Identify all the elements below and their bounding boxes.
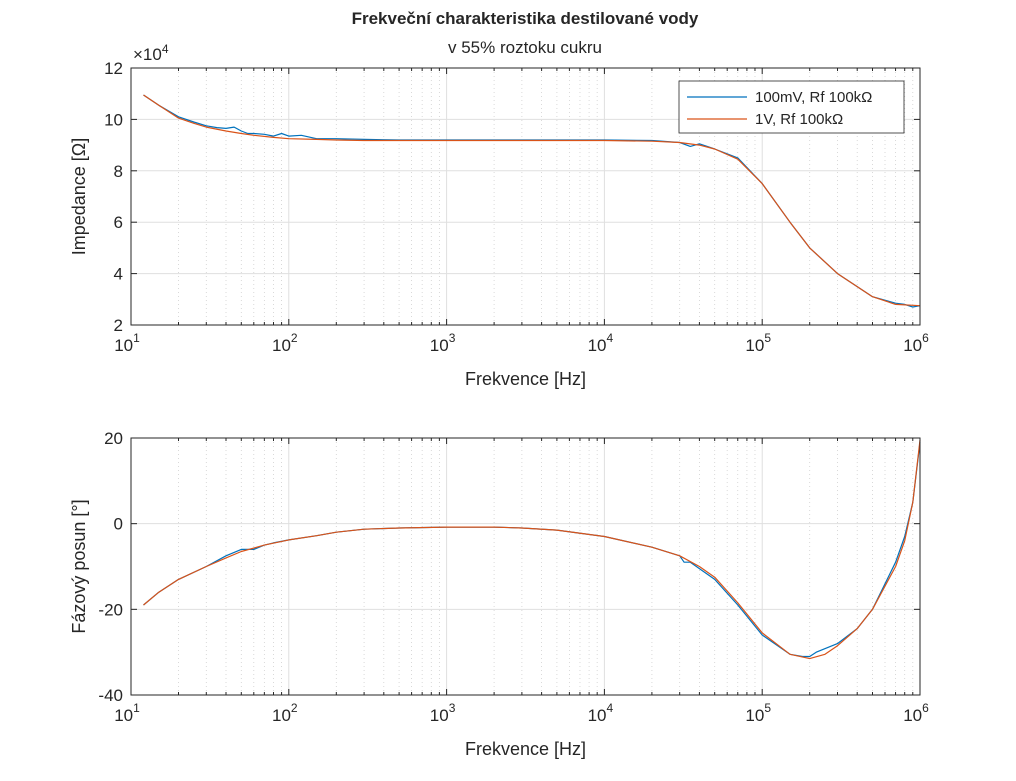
y-tick-label: 10: [104, 110, 123, 129]
y-exponent-label: ×104: [133, 42, 169, 64]
y-tick-label: 20: [104, 429, 123, 448]
x-tick-label: 103: [430, 331, 456, 355]
legend-label-2: 1V, Rf 100kΩ: [755, 111, 843, 128]
x-tick-label: 101: [114, 701, 140, 725]
x-tick-base: 10: [588, 336, 607, 355]
x-tick-exponent: 2: [291, 701, 298, 715]
x-tick-exponent: 3: [449, 331, 456, 345]
x-tick-label: 105: [745, 331, 771, 355]
x-tick-exponent: 4: [607, 701, 614, 715]
x-ticks: 101 102 103 104 105 106: [114, 438, 929, 725]
x-tick-base: 10: [903, 706, 922, 725]
x-tick-exponent: 5: [764, 701, 771, 715]
x-tick-exponent: 6: [922, 701, 929, 715]
figure-subtitle: v 55% roztoku cukru: [448, 38, 602, 57]
figure-title: Frekveční charakteristika destilované vo…: [352, 9, 699, 28]
x-tick-exponent: 5: [764, 331, 771, 345]
y-tick-label: 0: [114, 515, 123, 534]
legend-box: [678, 80, 905, 134]
axes-box: [130, 67, 921, 326]
y-exponent-base: ×10: [133, 45, 162, 64]
series-line-2: [143, 94, 921, 307]
x-axis-label: Frekvence [Hz]: [465, 739, 586, 759]
minor-grid: [178, 438, 914, 695]
x-tick-exponent: 4: [607, 331, 614, 345]
x-tick-label: 106: [903, 701, 929, 725]
x-tick-base: 10: [114, 336, 133, 355]
x-tick-base: 10: [272, 706, 291, 725]
x-ticks: 101 102 103 104 105 106: [114, 68, 929, 355]
y-tick-label: -40: [98, 686, 123, 705]
x-tick-label: 101: [114, 331, 140, 355]
y-tick-label: 4: [114, 265, 123, 284]
x-tick-label: 106: [903, 331, 929, 355]
legend: 100mV, Rf 100kΩ 1V, Rf 100kΩ: [678, 80, 905, 134]
plot-background: [131, 438, 920, 695]
legend-label-1: 100mV, Rf 100kΩ: [755, 89, 872, 106]
y-tick-label: 12: [104, 59, 123, 78]
x-tick-label: 104: [588, 701, 614, 725]
x-tick-exponent: 3: [449, 701, 456, 715]
y-tick-label: 6: [114, 213, 123, 232]
minor-grid: [178, 68, 914, 325]
x-tick-exponent: 1: [133, 331, 140, 345]
y-exponent-power: 4: [162, 42, 169, 56]
series-line-2: [143, 440, 921, 660]
y-ticks: -40 -20 0 20: [98, 429, 920, 705]
x-tick-label: 102: [272, 701, 298, 725]
y-tick-label: -20: [98, 600, 123, 619]
x-tick-base: 10: [903, 336, 922, 355]
x-tick-base: 10: [745, 336, 764, 355]
x-tick-label: 103: [430, 701, 456, 725]
y-axis-label: Fázový posun [°]: [69, 499, 89, 633]
y-axis-label: Impedance [Ω]: [69, 138, 89, 256]
x-tick-label: 102: [272, 331, 298, 355]
x-tick-label: 105: [745, 701, 771, 725]
x-tick-exponent: 1: [133, 701, 140, 715]
x-tick-label: 104: [588, 331, 614, 355]
axes-box: [130, 437, 921, 696]
major-grid: [131, 438, 920, 695]
x-tick-base: 10: [588, 706, 607, 725]
y-tick-label: 8: [114, 162, 123, 181]
x-tick-exponent: 6: [922, 331, 929, 345]
x-tick-base: 10: [430, 336, 449, 355]
x-axis-label: Frekvence [Hz]: [465, 369, 586, 389]
x-tick-base: 10: [272, 336, 291, 355]
x-tick-base: 10: [114, 706, 133, 725]
y-tick-label: 2: [114, 316, 123, 335]
x-tick-base: 10: [430, 706, 449, 725]
x-tick-base: 10: [745, 706, 764, 725]
y-ticks: 2 4 6 8 10 12: [104, 59, 920, 335]
x-tick-exponent: 2: [291, 331, 298, 345]
